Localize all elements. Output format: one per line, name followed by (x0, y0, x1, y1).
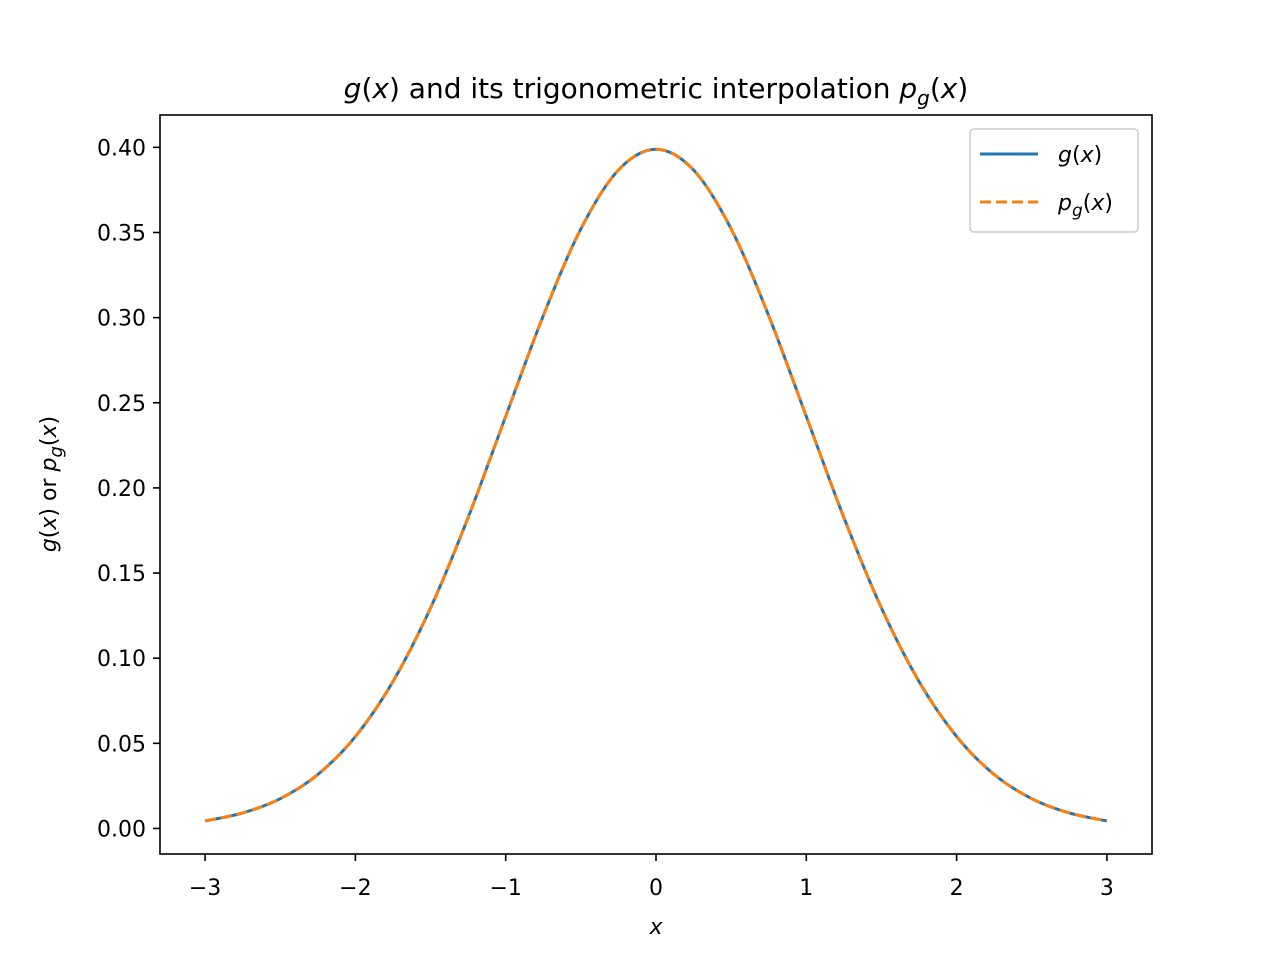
y-axis-label: g(x) or pg(x) (37, 416, 67, 552)
legend-label-g: g(x) (1058, 143, 1102, 168)
y-tick-label: 0.40 (97, 136, 146, 161)
x-tick-label: 0 (649, 876, 663, 901)
x-tick-label: −2 (339, 876, 371, 901)
series-line-pg (204, 147, 1108, 823)
x-tick-label: −3 (189, 876, 221, 901)
x-tick-label: 3 (1100, 876, 1114, 901)
y-tick-label: 0.05 (97, 732, 146, 757)
x-axis-ticks: −3 −2 −1 0 1 2 3 (189, 854, 1114, 901)
series-layer (204, 147, 1108, 823)
y-axis-ticks: 0.00 0.05 0.10 0.15 0.20 0.25 0.30 0.35 0.40 (97, 136, 160, 842)
legend-label-pg: pg(x) (1057, 191, 1113, 221)
y-tick-label: 0.20 (97, 477, 146, 502)
y-tick-label: 0.35 (97, 221, 146, 246)
legend: g(x) pg(x) (969, 128, 1139, 233)
y-tick-label: 0.10 (97, 647, 146, 672)
y-tick-label: 0.25 (97, 392, 146, 417)
x-axis-label: x (648, 915, 663, 940)
legend-box (969, 128, 1139, 233)
x-tick-label: 2 (950, 876, 964, 901)
y-tick-label: 0.00 (97, 817, 146, 842)
chart-title: g(x) and its trigonometric interpolation… (344, 72, 969, 110)
y-tick-label: 0.30 (97, 307, 146, 332)
y-tick-label: 0.15 (97, 562, 146, 587)
x-tick-label: 1 (799, 876, 813, 901)
x-tick-label: −1 (489, 876, 521, 901)
